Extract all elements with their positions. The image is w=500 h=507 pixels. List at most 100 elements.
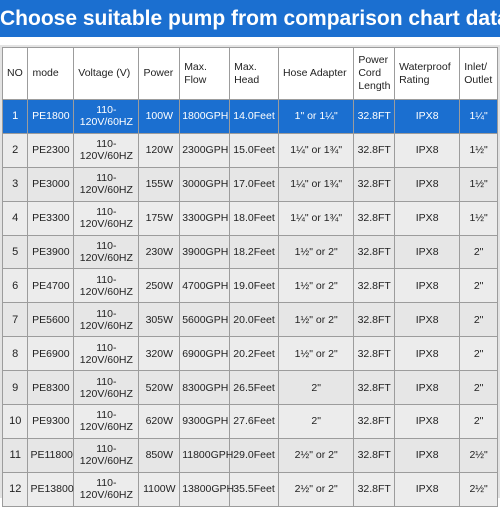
col-voltage-cell: 110-120V/60HZ	[73, 234, 140, 270]
col-voltage-cell: 110-120V/60HZ	[73, 200, 140, 236]
table-row: 11 PE11800 110-120V/60HZ 850W 11800GPH 29.0Fe…	[1, 437, 498, 473]
col-max-head-cell: 35.5Feet	[229, 471, 279, 507]
col-no-cell: 4	[1, 200, 29, 236]
col-max-flow-header: Max. Flow	[179, 47, 231, 100]
col-power-cord-length-cell: 32.8FT	[353, 437, 396, 473]
col-hose-adapter-cell: 1½" or 2"	[277, 268, 355, 304]
col-max-head-cell: 15.0Feet	[229, 132, 279, 168]
col-hose-adapter-cell: 1¼" or 1¾"	[277, 132, 355, 168]
col-max-head-cell: 29.0Feet	[229, 437, 279, 473]
table-row: 6 PE4700 110-120V/60HZ 250W 4700GPH 19.0Feet 1…	[1, 268, 498, 304]
col-inlet-outlet-cell: 2"	[459, 336, 498, 372]
col-max-flow-cell: 3000GPH	[179, 166, 231, 202]
col-max-head-cell: 27.6Feet	[229, 404, 279, 439]
col-inlet-outlet-cell: 2"	[459, 302, 498, 338]
col-max-head-cell: 20.0Feet	[229, 302, 279, 338]
col-voltage-cell: 110-120V/60HZ	[73, 268, 140, 304]
col-power-cell: 520W	[138, 370, 181, 406]
col-waterproof-rating-cell: IPX8	[394, 268, 461, 304]
table-row: 10 PE9300 110-120V/60HZ 620W 9300GPH 27.6Feet…	[1, 404, 498, 439]
col-no-cell: 1	[1, 99, 29, 134]
col-hose-adapter-header: Hose Adapter	[277, 47, 355, 100]
col-power-cell: 250W	[138, 268, 181, 304]
col-power-cell: 230W	[138, 234, 181, 270]
col-max-flow-cell: 3300GPH	[179, 200, 231, 236]
col-inlet-outlet-cell: 2"	[459, 268, 498, 304]
col-hose-adapter-cell: 1½" or 2"	[277, 234, 355, 270]
col-no-cell: 7	[1, 302, 29, 338]
col-max-head-cell: 18.2Feet	[229, 234, 279, 270]
col-max-head-cell: 18.0Feet	[229, 200, 279, 236]
col-max-flow-cell: 6900GPH	[179, 336, 231, 372]
col-inlet-outlet-cell: 2"	[459, 404, 498, 439]
col-power-cord-length-cell: 32.8FT	[353, 471, 396, 507]
col-mode-cell: PE3000	[27, 166, 75, 202]
col-hose-adapter-cell: 1¼" or 1¾"	[277, 200, 355, 236]
col-power-cell: 155W	[138, 166, 181, 202]
table-row: 2 PE2300 110-120V/60HZ 120W 2300GPH 15.0Feet 1…	[1, 132, 498, 168]
col-power-header: Power	[138, 47, 181, 100]
col-power-cord-length-cell: 32.8FT	[353, 268, 396, 304]
col-power-cord-length-cell: 32.8FT	[353, 234, 396, 270]
col-waterproof-rating-cell: IPX8	[394, 234, 461, 270]
col-power-cell: 100W	[138, 99, 181, 134]
col-voltage-cell: 110-120V/60HZ	[73, 302, 140, 338]
col-mode-cell: PE6900	[27, 336, 75, 372]
table-row: 8 PE6900 110-120V/60HZ 320W 6900GPH 20.2Feet 1…	[1, 336, 498, 372]
col-max-head-cell: 17.0Feet	[229, 166, 279, 202]
col-inlet-outlet-cell: 1¼"	[459, 99, 498, 134]
header-row: NO mode Voltage (V) Power Max. Flow Max. Head…	[1, 47, 498, 100]
col-voltage-cell: 110-120V/60HZ	[73, 471, 140, 507]
comparison-table-frame: NO mode Voltage (V) Power Max. Flow Max. Head…	[0, 45, 500, 507]
col-no-header: NO	[1, 47, 29, 100]
col-waterproof-rating-cell: IPX8	[394, 471, 461, 507]
col-max-flow-cell: 11800GPH	[179, 437, 233, 473]
col-mode-cell: PE9300	[27, 404, 75, 439]
col-max-head-cell: 14.0Feet	[229, 99, 279, 134]
col-power-cord-length-cell: 32.8FT	[353, 166, 396, 202]
col-power-cord-length-cell: 32.8FT	[353, 200, 396, 236]
col-no-cell: 10	[1, 404, 29, 439]
col-waterproof-rating-cell: IPX8	[394, 302, 461, 338]
table-row: 7 PE5600 110-120V/60HZ 305W 5600GPH 20.0Feet 1…	[1, 302, 498, 338]
col-waterproof-rating-cell: IPX8	[394, 336, 461, 372]
col-voltage-header: Voltage (V)	[73, 47, 140, 100]
col-mode-cell: PE1800	[27, 99, 75, 134]
table-row: 12 PE13800 110-120V/60HZ 1100W 13800GPH 35.5F…	[1, 471, 498, 507]
col-waterproof-rating-header: Waterproof Rating	[394, 47, 461, 100]
col-no-cell: 5	[1, 234, 29, 270]
col-power-cell: 320W	[138, 336, 181, 372]
col-hose-adapter-cell: 2½" or 2"	[277, 471, 355, 507]
col-max-flow-cell: 1800GPH	[179, 99, 231, 134]
col-inlet-outlet-cell: 1½"	[459, 200, 498, 236]
col-no-cell: 8	[1, 336, 29, 372]
col-power-cord-length-cell: 32.8FT	[353, 336, 396, 372]
col-hose-adapter-cell: 2½" or 2"	[277, 437, 355, 473]
col-inlet-outlet-cell: 2"	[459, 234, 498, 270]
pump-comparison-table: NO mode Voltage (V) Power Max. Flow Max. Head…	[1, 47, 498, 507]
col-hose-adapter-cell: 1" or 1¼"	[277, 99, 355, 134]
col-power-cell: 120W	[138, 132, 181, 168]
col-no-cell: 6	[1, 268, 29, 304]
col-max-flow-cell: 3900GPH	[179, 234, 231, 270]
col-mode-cell: PE3300	[27, 200, 75, 236]
col-power-cell: 850W	[138, 437, 181, 473]
col-waterproof-rating-cell: IPX8	[394, 404, 461, 439]
page-title: Choose suitable pump from comparison cha…	[0, 0, 500, 37]
table-row: 4 PE3300 110-120V/60HZ 175W 3300GPH 18.0Feet 1…	[1, 200, 498, 236]
col-power-cord-length-cell: 32.8FT	[353, 404, 396, 439]
col-mode-header: mode	[27, 47, 75, 100]
col-waterproof-rating-cell: IPX8	[394, 200, 461, 236]
col-max-head-cell: 20.2Feet	[229, 336, 279, 372]
col-max-flow-cell: 13800GPH	[179, 471, 234, 507]
col-max-flow-cell: 2300GPH	[179, 132, 231, 168]
table-row: 3 PE3000 110-120V/60HZ 155W 3000GPH 17.0Feet 1…	[1, 166, 498, 202]
col-mode-cell: PE4700	[27, 268, 75, 304]
col-hose-adapter-cell: 1¼" or 1¾"	[277, 166, 355, 202]
col-mode-cell: PE5600	[27, 302, 75, 338]
col-no-cell: 9	[1, 370, 29, 406]
col-power-cell: 175W	[138, 200, 181, 236]
col-hose-adapter-cell: 1½" or 2"	[277, 302, 355, 338]
col-no-cell: 3	[1, 166, 29, 202]
col-max-head-cell: 19.0Feet	[229, 268, 279, 304]
